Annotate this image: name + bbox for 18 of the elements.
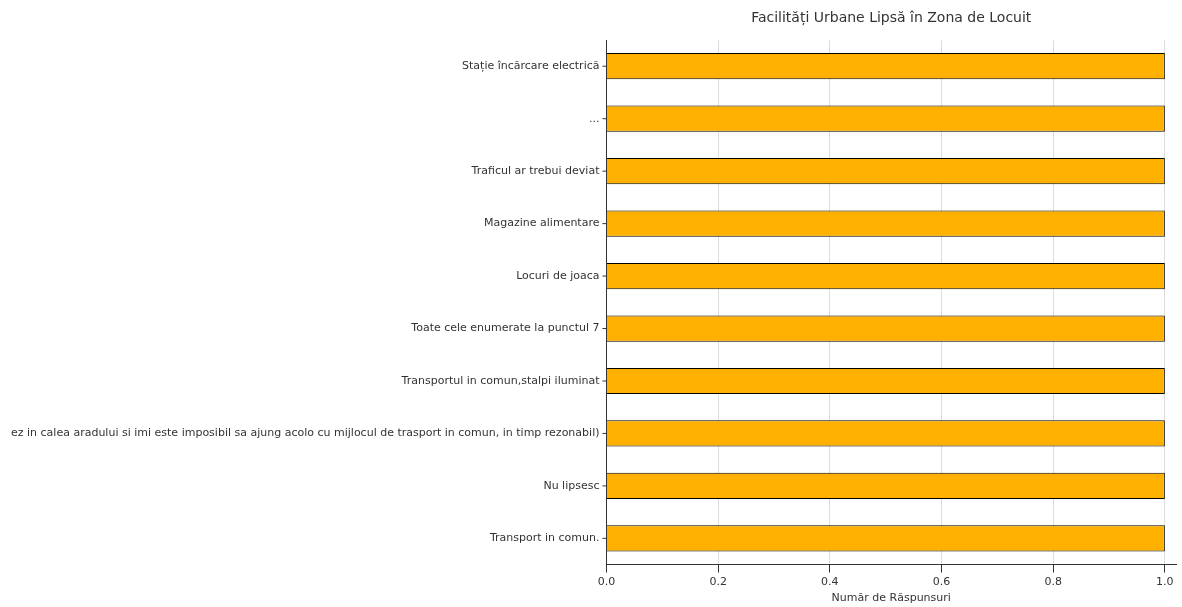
y-tick-label: Nu lipsesc bbox=[543, 478, 600, 492]
x-tick-label: 0.0 bbox=[597, 575, 616, 589]
x-axis-title: Număr de Răspunsuri bbox=[831, 591, 951, 605]
x-tick-label: 0.2 bbox=[709, 575, 727, 589]
y-tick-label: Transportul in comun,stalpi iluminat bbox=[400, 373, 601, 387]
y-tick-label: Magazine alimentare bbox=[484, 216, 600, 230]
y-tick-label: Locuri de joaca bbox=[516, 268, 600, 282]
y-tick-label: Transport in comun. bbox=[488, 531, 600, 545]
y-tick-label: Traficul ar trebui deviat bbox=[470, 164, 601, 178]
y-tick-label: Stație încărcare electrică bbox=[462, 59, 600, 73]
y-tick-label: Toate cele enumerate la punctul 7 bbox=[410, 321, 600, 335]
x-tick-label: 0.8 bbox=[1044, 575, 1062, 589]
chart-title: Facilități Urbane Lipsă în Zona de Locuit bbox=[751, 9, 1032, 26]
y-tick-label: ... bbox=[588, 111, 600, 125]
x-tick-label: 0.4 bbox=[821, 575, 839, 589]
x-tick-label: 1.0 bbox=[1156, 575, 1174, 589]
y-tick-label: ez in calea aradului si imi este imposibil sa ajung acolo cu mijlocul de trasport in comun, in timp rezonabil) bbox=[10, 426, 600, 440]
x-tick-label: 0.6 bbox=[932, 575, 951, 589]
